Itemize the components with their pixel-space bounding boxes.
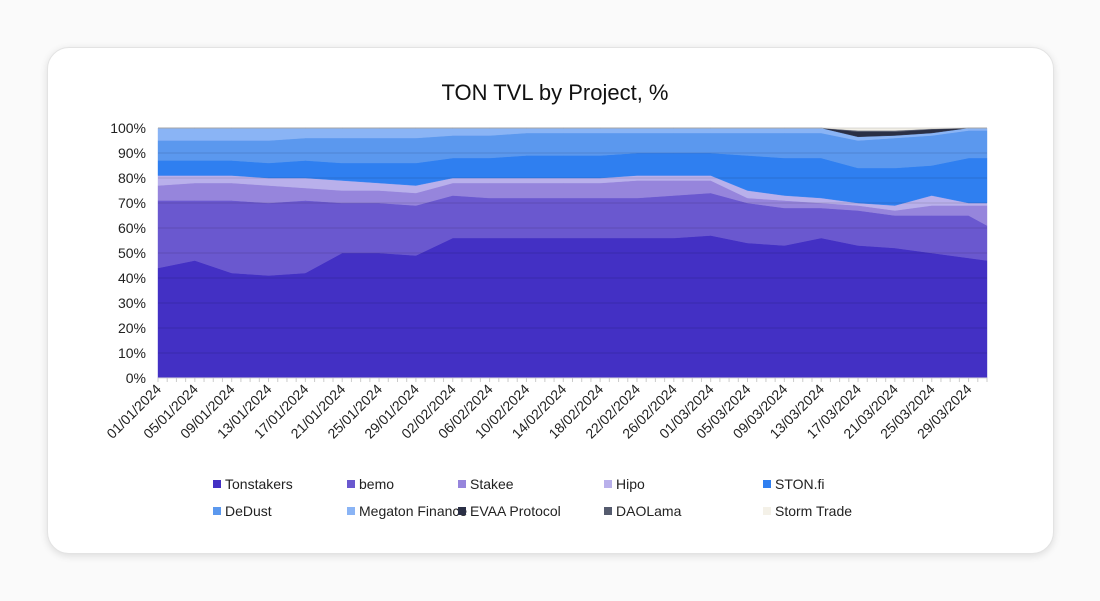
legend-label: DeDust <box>225 503 272 519</box>
legend-label: STON.fi <box>775 476 825 492</box>
legend-swatch <box>604 507 612 515</box>
legend-label: Storm Trade <box>775 503 853 519</box>
y-tick-label: 0% <box>126 370 146 386</box>
legend-swatch <box>604 480 612 488</box>
legend-swatch <box>458 507 466 515</box>
legend-item: DeDust <box>213 503 272 519</box>
legend-label: Hipo <box>616 476 645 492</box>
legend-item: Hipo <box>604 476 645 492</box>
y-tick-label: 70% <box>118 195 146 211</box>
legend-swatch <box>763 480 771 488</box>
legend-item: Megaton Finance <box>347 503 467 519</box>
legend-item: Stakee <box>458 476 514 492</box>
legend-label: bemo <box>359 476 395 492</box>
y-tick-label: 30% <box>118 295 146 311</box>
legend-label: Tonstakers <box>225 476 293 492</box>
legend-label: Stakee <box>470 476 514 492</box>
y-tick-label: 80% <box>118 170 146 186</box>
y-tick-label: 50% <box>118 245 146 261</box>
legend-item: Storm Trade <box>763 503 852 519</box>
legend-item: DAOLama <box>604 503 681 519</box>
legend-item: Tonstakers <box>213 476 293 492</box>
area-storm-trade <box>158 127 987 131</box>
legend-swatch <box>347 507 355 515</box>
chart-title: TON TVL by Project, % <box>441 80 669 105</box>
legend-label: Megaton Finance <box>359 503 468 519</box>
legend-item: EVAA Protocol <box>458 503 561 519</box>
y-tick-label: 60% <box>118 220 146 236</box>
legend-swatch <box>213 480 221 488</box>
legend-swatch <box>763 507 771 515</box>
y-tick-label: 40% <box>118 270 146 286</box>
legend-item: STON.fi <box>763 476 825 492</box>
legend-swatch <box>213 507 221 515</box>
legend-swatch <box>458 480 466 488</box>
y-tick-label: 20% <box>118 320 146 336</box>
legend-label: DAOLama <box>616 503 682 519</box>
legend-label: EVAA Protocol <box>470 503 561 519</box>
y-tick-label: 90% <box>118 145 146 161</box>
y-tick-label: 10% <box>118 345 146 361</box>
legend-item: bemo <box>347 476 394 492</box>
legend-swatch <box>347 480 355 488</box>
y-tick-label: 100% <box>110 120 146 136</box>
